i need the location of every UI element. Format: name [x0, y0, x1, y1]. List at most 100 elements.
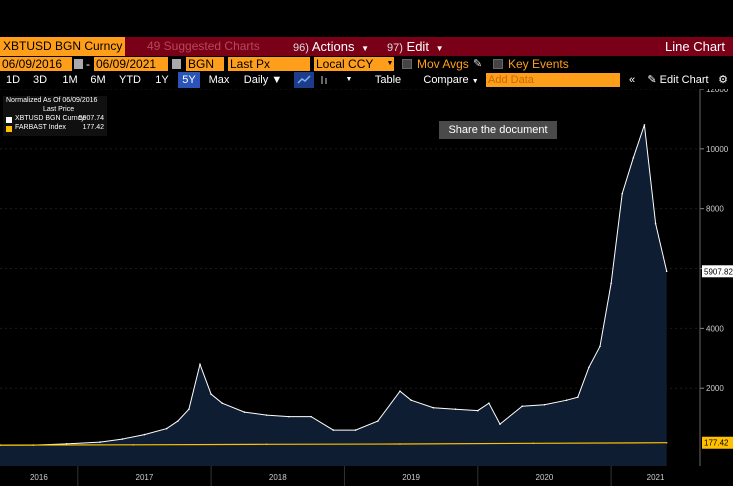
price-chart[interactable]: 2000400060008000100001200020162017201820…	[0, 85, 733, 486]
x-tick-label: 2018	[269, 473, 287, 482]
xbtusd-point	[410, 399, 412, 401]
legend-normalized-note: Normalized As Of 06/09/2016	[6, 97, 98, 104]
xbtusd-line	[0, 124, 668, 446]
xbtusd-point	[376, 420, 379, 422]
compare-label: Compare	[423, 74, 469, 86]
edit-menu-button[interactable]: 97) Edit ▼	[387, 37, 443, 56]
farbast-point	[265, 443, 268, 446]
top-toolbar: XBTUSD BGN Curncy 49 Suggested Charts 96…	[0, 37, 733, 56]
x-tick-label: 2016	[30, 473, 48, 482]
xbtusd-point	[654, 222, 657, 225]
currency-select[interactable]: Local CCY	[314, 57, 386, 71]
xbtusd-point	[188, 408, 190, 410]
line-chart-icon[interactable]	[294, 72, 314, 88]
chevron-down-icon[interactable]: ▼	[345, 76, 353, 83]
range-button-5y[interactable]: 5Y	[178, 72, 200, 88]
compare-button[interactable]: Compare ▼	[422, 72, 480, 88]
legend-series-value: 5907.74	[78, 115, 104, 122]
line-chart-icon-graphic	[297, 75, 311, 84]
actions-menu-button[interactable]: 96) Actions ▼	[293, 37, 369, 56]
farbast-point	[665, 441, 668, 444]
range-button-ytd[interactable]: YTD	[119, 74, 141, 86]
range-button-1d[interactable]: 1D	[5, 74, 21, 86]
chevron-down-icon: ▼	[435, 44, 444, 53]
key-events-checkbox[interactable]	[493, 59, 503, 69]
xbtusd-point	[576, 396, 579, 398]
chart-axis: 2000400060008000100001200020162017201820…	[30, 85, 733, 486]
collapse-double-chevron-icon[interactable]: «	[628, 74, 636, 86]
chart-type-title: Line Chart	[665, 39, 725, 54]
xbtusd-point	[199, 363, 201, 366]
legend-series-name: FARBAST Index	[15, 124, 66, 131]
chart-svg: 2000400060008000100001200020162017201820…	[0, 85, 733, 486]
xbtusd-point	[610, 282, 612, 285]
xbtusd-point	[65, 443, 68, 445]
frequency-label: Daily	[243, 74, 269, 86]
legend-series-name: XBTUSD BGN Curncy	[15, 115, 85, 122]
source-field[interactable]: BGN	[186, 57, 224, 71]
x-tick-label: 2019	[402, 473, 420, 482]
chevron-down-icon[interactable]: ▼	[386, 57, 394, 71]
xbtusd-point	[454, 408, 457, 410]
pencil-icon: ✎	[647, 74, 657, 86]
xbtusd-point	[165, 427, 168, 430]
mov-avgs-label: Mov Avgs	[417, 57, 469, 71]
table-button[interactable]: Table	[374, 74, 402, 86]
xbtusd-point	[354, 429, 357, 431]
range-button-3d[interactable]: 3D	[32, 74, 48, 86]
add-data-input[interactable]: Add Data	[486, 73, 620, 87]
xbtusd-point	[121, 438, 124, 440]
legend-last-price-header: Last Price	[43, 106, 75, 113]
end-date-field[interactable]: 06/09/2021	[94, 57, 168, 71]
start-date-field[interactable]: 06/09/2016	[0, 57, 72, 71]
xbtusd-point	[643, 124, 646, 126]
y-tick-label: 2000	[706, 384, 724, 393]
chevron-down-icon: ▼	[361, 44, 369, 53]
xbtusd-point	[588, 366, 590, 369]
calendar-icon[interactable]	[172, 59, 181, 69]
xbtusd-point	[521, 405, 524, 407]
range-button-1y[interactable]: 1Y	[155, 74, 169, 86]
legend-swatch	[6, 117, 12, 123]
last-value-tag: 177.42	[704, 439, 729, 448]
xbtusd-point	[488, 402, 490, 404]
farbast-point	[0, 444, 1, 446]
range-button-6m[interactable]: 6M	[90, 74, 106, 86]
share-tooltip: Share the document	[439, 121, 557, 139]
legend-entry: XBTUSD BGN Curncy 5907.74	[6, 115, 106, 124]
edit-chart-button[interactable]: ✎ Edit Chart	[644, 72, 712, 88]
xbtusd-point	[399, 390, 401, 392]
chart-grid	[0, 88, 700, 389]
pencil-icon[interactable]: ✎	[473, 58, 483, 70]
actions-number: 96)	[293, 42, 309, 54]
bar-chart-icon[interactable]	[318, 72, 330, 88]
xbtusd-point	[432, 406, 435, 409]
ticker-field[interactable]: XBTUSD BGN Curncy	[0, 37, 126, 56]
suggested-charts-link[interactable]: 49 Suggested Charts	[147, 39, 260, 53]
mov-avgs-checkbox[interactable]	[402, 59, 412, 69]
date-separator: -	[86, 57, 90, 71]
xbtusd-point	[265, 414, 268, 416]
xbtusd-point	[243, 411, 246, 413]
xbtusd-point	[332, 429, 335, 431]
price-field-select[interactable]: Last Px	[228, 57, 310, 71]
xbtusd-point	[221, 402, 224, 404]
farbast-line	[0, 442, 667, 446]
xbtusd-point	[288, 415, 290, 418]
edit-chart-label: Edit Chart	[659, 74, 709, 86]
range-row: 1D 3D 1M 6M YTD 1Y 5Y Max Daily ▼ ▼ Tabl…	[0, 72, 733, 89]
x-tick-label: 2017	[136, 473, 154, 482]
xbtusd-point	[310, 415, 312, 418]
settings-row: 06/09/2016 - 06/09/2021 BGN Last Px Loca…	[0, 57, 733, 72]
chevron-down-icon: ▼	[471, 78, 479, 85]
chart-legend[interactable]: Normalized As Of 06/09/2016 Last Price X…	[3, 96, 107, 136]
xbtusd-point	[599, 345, 601, 348]
farbast-point	[532, 442, 535, 445]
legend-entry: FARBAST Index 177.42	[6, 124, 106, 133]
gear-icon[interactable]: ⚙	[718, 74, 728, 86]
last-value-tag-bg	[702, 436, 733, 449]
frequency-select[interactable]: Daily ▼	[240, 72, 286, 88]
range-button-1m[interactable]: 1M	[62, 74, 78, 86]
range-button-max[interactable]: Max	[208, 74, 230, 86]
calendar-icon[interactable]	[74, 59, 83, 69]
